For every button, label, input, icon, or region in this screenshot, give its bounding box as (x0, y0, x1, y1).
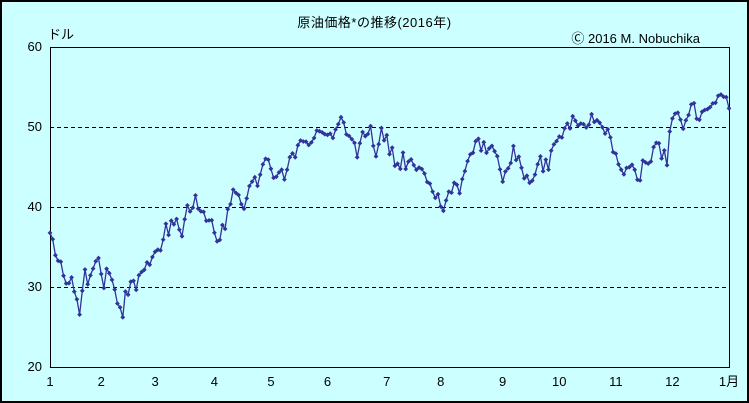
y-tick-label: 40 (27, 199, 42, 214)
y-tick-label: 30 (27, 279, 42, 294)
data-point-markers (47, 92, 732, 320)
copyright-label: Ⓒ 2016 M. Nobuchika (571, 31, 700, 46)
x-tick-label: 9 (499, 374, 507, 389)
x-tick-label: 5 (267, 374, 275, 389)
x-tick-label: 12 (665, 374, 680, 389)
x-tick-label: 8 (437, 374, 445, 389)
x-tick-label: 7 (383, 374, 391, 389)
y-tick-label: 50 (27, 119, 42, 134)
y-tick-label: 20 (27, 359, 42, 374)
x-tick-label: 6 (323, 374, 332, 389)
y-axis-unit-label: ドル (48, 27, 75, 42)
x-tick-label: 1 (46, 374, 54, 389)
chart-title: 原油価格*の推移(2016年) (297, 15, 452, 30)
plot-frame (50, 47, 730, 368)
x-tick-label: 11 (609, 374, 623, 389)
x-tick-label: 10 (552, 374, 567, 389)
x-tick-label: 1月 (718, 374, 740, 389)
x-tick-label: 2 (97, 374, 105, 389)
y-tick-label: 60 (27, 39, 42, 54)
x-tick-label: 4 (210, 374, 218, 389)
x-tick-label: 3 (151, 374, 159, 389)
